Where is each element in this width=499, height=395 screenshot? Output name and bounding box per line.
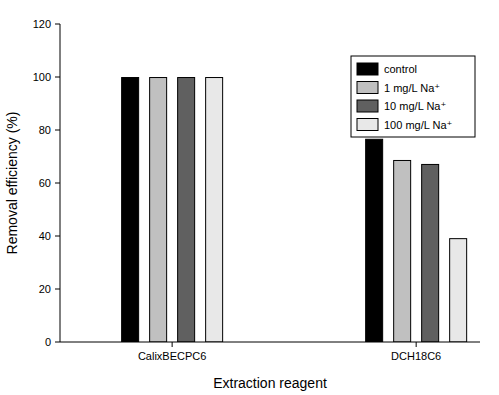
y-tick-label: 20	[39, 283, 51, 295]
x-tick-label: DCH18C6	[391, 350, 441, 362]
legend-label: 100 mg/L Na⁺	[384, 119, 453, 131]
chart: 0 20 40 60 80 100 120 CalixBECPC6 DCH18C6 Extract…	[0, 0, 499, 395]
legend-swatch	[357, 100, 378, 112]
legend-swatch	[357, 119, 378, 131]
y-tick-label: 120	[33, 18, 51, 30]
y-tick-label: 0	[45, 336, 51, 348]
y-tick	[55, 183, 60, 184]
y-tick-label: 100	[33, 71, 51, 83]
bar	[366, 139, 383, 342]
y-tick-label: 80	[39, 124, 51, 136]
bar	[422, 164, 439, 342]
bar	[178, 78, 195, 342]
x-axis-label: Extraction reagent	[213, 375, 327, 391]
x-tick	[172, 342, 173, 347]
y-tick-label: 60	[39, 177, 51, 189]
x-tick	[416, 342, 417, 347]
y-tick	[55, 130, 60, 131]
x-tick-label: CalixBECPC6	[138, 350, 206, 362]
y-axis-label: Removal efficiency (%)	[4, 112, 20, 255]
legend-swatch	[357, 82, 378, 94]
legend-label: 1 mg/L Na⁺	[384, 82, 440, 94]
y-tick	[55, 289, 60, 290]
bar	[394, 160, 411, 342]
legend-label: 10 mg/L Na⁺	[384, 100, 446, 112]
bar	[450, 239, 467, 342]
y-tick	[55, 342, 60, 343]
y-tick	[55, 24, 60, 25]
bar	[150, 78, 167, 342]
legend-swatch	[357, 63, 378, 75]
legend-label: control	[384, 63, 417, 75]
x-axis	[60, 342, 480, 343]
y-tick	[55, 236, 60, 237]
bar	[122, 78, 139, 342]
legend-box	[351, 56, 475, 137]
y-tick-label: 40	[39, 230, 51, 242]
y-tick	[55, 77, 60, 78]
bar	[206, 78, 223, 342]
